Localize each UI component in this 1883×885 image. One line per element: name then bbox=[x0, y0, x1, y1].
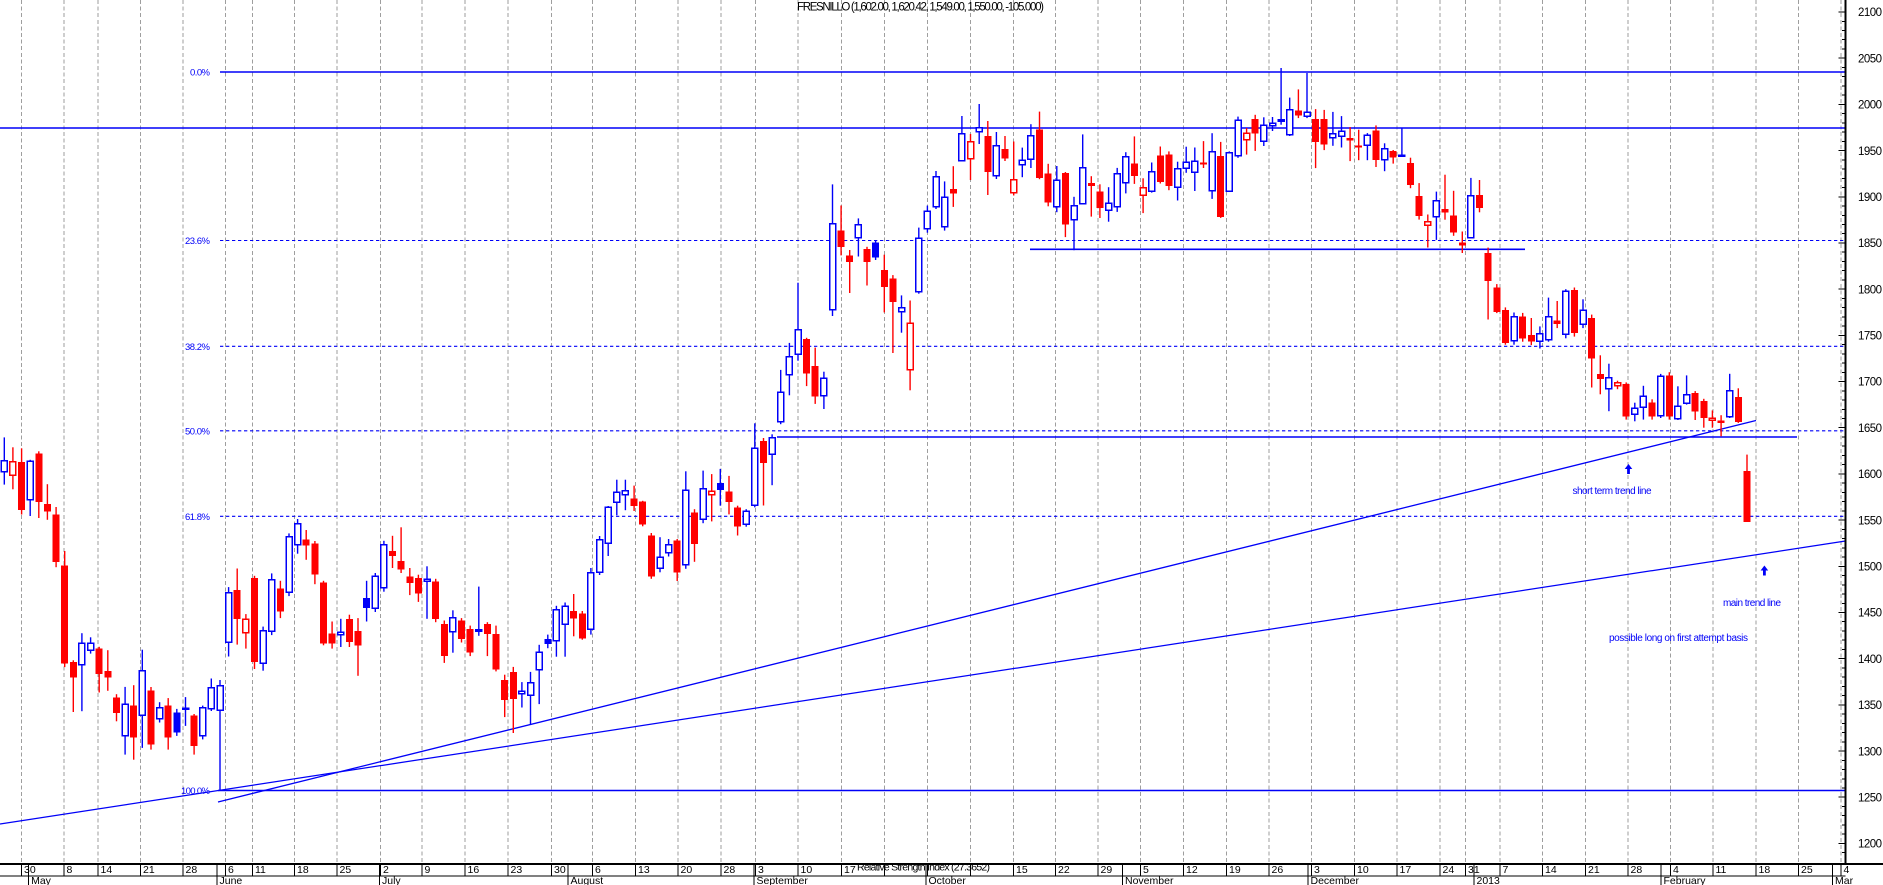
svg-text:Relative Strength Index (27.36: Relative Strength Index (27.3652) bbox=[857, 862, 990, 874]
svg-text:61.8%: 61.8% bbox=[185, 512, 211, 523]
svg-text:38.2%: 38.2% bbox=[185, 342, 211, 353]
svg-text:23: 23 bbox=[511, 864, 523, 876]
svg-text:October: October bbox=[929, 875, 967, 885]
svg-text:2013: 2013 bbox=[1477, 875, 1501, 885]
svg-text:17: 17 bbox=[844, 864, 856, 876]
svg-text:5: 5 bbox=[1143, 864, 1149, 876]
svg-text:18: 18 bbox=[1759, 864, 1771, 876]
svg-text:15: 15 bbox=[1016, 864, 1028, 876]
svg-text:29: 29 bbox=[1101, 864, 1113, 876]
svg-text:February: February bbox=[1664, 875, 1707, 885]
svg-text:2100: 2100 bbox=[1858, 7, 1882, 19]
svg-text:23.6%: 23.6% bbox=[185, 236, 211, 247]
svg-text:August: August bbox=[571, 875, 604, 885]
svg-text:3: 3 bbox=[758, 864, 764, 876]
svg-text:1900: 1900 bbox=[1858, 192, 1882, 204]
svg-text:28: 28 bbox=[1631, 864, 1643, 876]
svg-text:21: 21 bbox=[1588, 864, 1600, 876]
svg-text:2000: 2000 bbox=[1858, 100, 1882, 112]
svg-text:1800: 1800 bbox=[1858, 284, 1882, 296]
svg-text:26: 26 bbox=[1272, 864, 1284, 876]
svg-text:1750: 1750 bbox=[1858, 331, 1882, 343]
svg-text:24: 24 bbox=[1443, 864, 1455, 876]
svg-text:50.0%: 50.0% bbox=[185, 426, 211, 437]
svg-text:31: 31 bbox=[1468, 864, 1480, 876]
svg-text:10: 10 bbox=[1357, 864, 1369, 876]
svg-text:10: 10 bbox=[801, 864, 813, 876]
svg-text:25: 25 bbox=[340, 864, 352, 876]
svg-text:2050: 2050 bbox=[1858, 53, 1882, 65]
svg-text:1200: 1200 bbox=[1858, 839, 1882, 851]
svg-text:12: 12 bbox=[1186, 864, 1198, 876]
svg-text:November: November bbox=[1125, 875, 1174, 885]
svg-text:14: 14 bbox=[1545, 864, 1557, 876]
svg-text:short term trend line: short term trend line bbox=[1573, 486, 1652, 497]
svg-text:17: 17 bbox=[1400, 864, 1412, 876]
svg-text:1400: 1400 bbox=[1858, 654, 1882, 666]
svg-text:3: 3 bbox=[1314, 864, 1320, 876]
svg-text:1300: 1300 bbox=[1858, 746, 1882, 758]
svg-text:19: 19 bbox=[1229, 864, 1241, 876]
svg-text:main trend line: main trend line bbox=[1723, 598, 1781, 609]
svg-text:9: 9 bbox=[425, 864, 431, 876]
svg-text:FRESNILLO (1,602.00, 1,620.42,: FRESNILLO (1,602.00, 1,620.42, 1,549.00,… bbox=[797, 2, 1044, 14]
svg-text:20: 20 bbox=[681, 864, 693, 876]
svg-text:July: July bbox=[382, 875, 401, 885]
svg-text:100.0%: 100.0% bbox=[181, 786, 211, 797]
svg-text:30: 30 bbox=[24, 864, 36, 876]
svg-text:1650: 1650 bbox=[1858, 423, 1882, 435]
svg-text:28: 28 bbox=[724, 864, 736, 876]
svg-text:1700: 1700 bbox=[1858, 377, 1882, 389]
svg-text:21: 21 bbox=[143, 864, 155, 876]
svg-text:7: 7 bbox=[1503, 864, 1509, 876]
svg-text:13: 13 bbox=[638, 864, 650, 876]
svg-text:1250: 1250 bbox=[1858, 793, 1882, 805]
svg-text:December: December bbox=[1311, 875, 1360, 885]
svg-text:1600: 1600 bbox=[1858, 469, 1882, 481]
svg-text:4: 4 bbox=[1673, 864, 1679, 876]
svg-text:11: 11 bbox=[1716, 864, 1727, 876]
svg-text:11: 11 bbox=[255, 864, 266, 876]
svg-text:possible long on first attempt: possible long on first attempt basis bbox=[1609, 633, 1748, 644]
svg-text:25: 25 bbox=[1801, 864, 1813, 876]
svg-text:1950: 1950 bbox=[1858, 146, 1882, 158]
svg-text:16: 16 bbox=[468, 864, 480, 876]
svg-text:30: 30 bbox=[554, 864, 566, 876]
svg-text:1850: 1850 bbox=[1858, 238, 1882, 250]
svg-text:1500: 1500 bbox=[1858, 562, 1882, 574]
svg-text:0.0%: 0.0% bbox=[190, 68, 211, 79]
svg-text:28: 28 bbox=[186, 864, 198, 876]
svg-text:1550: 1550 bbox=[1858, 515, 1882, 527]
svg-text:8: 8 bbox=[67, 864, 73, 876]
svg-text:14: 14 bbox=[101, 864, 113, 876]
svg-text:May: May bbox=[31, 875, 52, 885]
svg-text:22: 22 bbox=[1058, 864, 1070, 876]
svg-text:1450: 1450 bbox=[1858, 608, 1882, 620]
svg-text:June: June bbox=[220, 875, 243, 885]
svg-text:2: 2 bbox=[383, 864, 389, 876]
svg-text:1350: 1350 bbox=[1858, 700, 1882, 712]
svg-text:18: 18 bbox=[297, 864, 309, 876]
svg-text:Mar: Mar bbox=[1835, 875, 1854, 885]
svg-text:6: 6 bbox=[595, 864, 601, 876]
svg-text:6: 6 bbox=[228, 864, 234, 876]
svg-text:4: 4 bbox=[1844, 864, 1850, 876]
svg-text:September: September bbox=[757, 875, 809, 885]
